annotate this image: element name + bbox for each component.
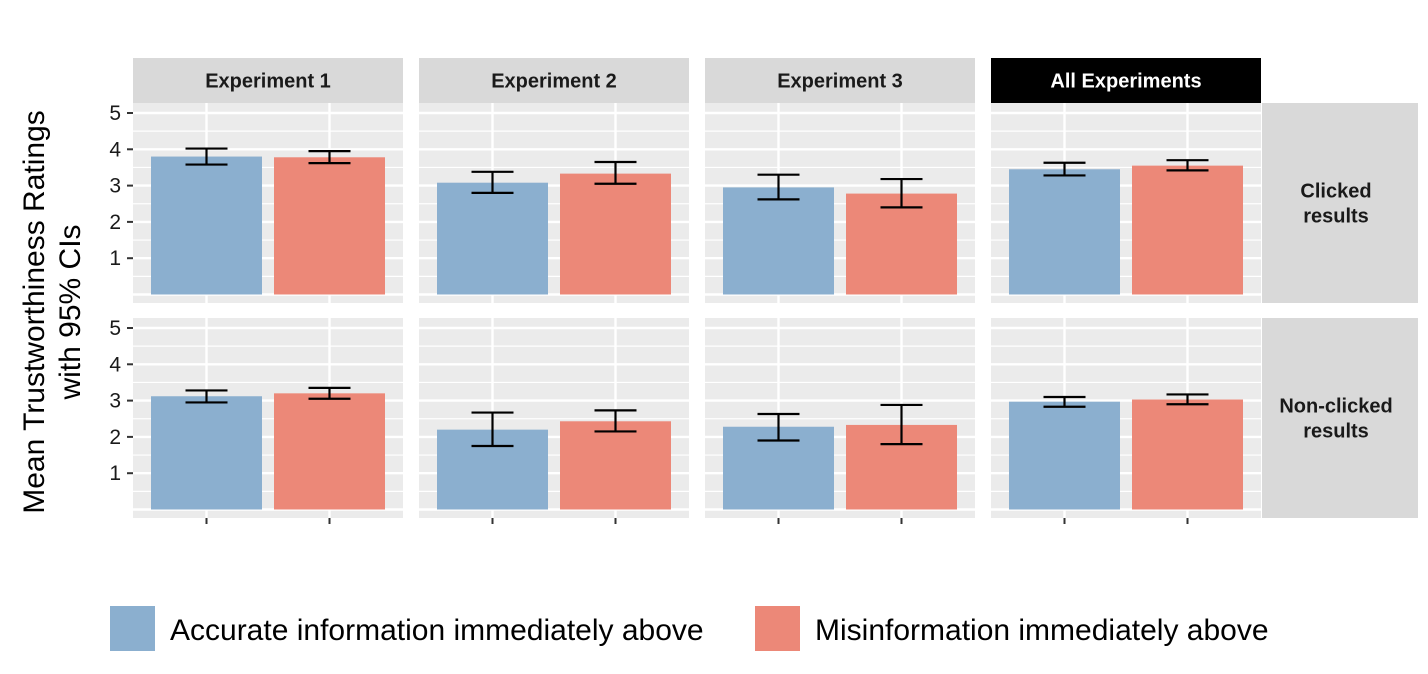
legend-label: Accurate information immediately above [170,614,704,647]
bar-misinformation [560,421,671,510]
bar-accurate [151,156,262,295]
row-strip-label: Clicked [1300,181,1371,203]
row-strip-2 [1262,318,1418,518]
y-axis-title: with 95% CIs [54,224,87,400]
y-axis-title: Mean Trustworthiness Ratings [18,110,51,514]
y-tick-label: 1 [109,462,121,485]
row-strip-label: results [1303,206,1369,228]
bar-accurate [151,396,262,510]
y-tick-label: 3 [109,175,121,198]
bar-misinformation [846,193,957,295]
bar-misinformation [560,173,671,295]
facet-strip-label: Experiment 1 [205,71,331,93]
facet-strip-4 [991,58,1261,103]
legend-label: Misinformation immediately above [815,614,1269,647]
facet-strip-2 [419,58,689,103]
row-strip-label: Non-clicked [1279,396,1392,418]
y-tick-label: 4 [109,353,121,376]
y-tick-label: 4 [109,138,121,161]
facet-strip-label: Experiment 3 [777,71,903,93]
bar-misinformation [274,157,385,295]
row-strip-label: results [1303,421,1369,443]
facet-strip-1 [133,58,403,103]
legend-swatch-misinformation [755,606,800,651]
row-strip-1 [1262,103,1418,303]
y-tick-label: 5 [109,317,121,340]
y-tick-label: 3 [109,390,121,413]
y-tick-label: 2 [109,211,121,234]
facet-strip-3 [705,58,975,103]
y-tick-label: 1 [109,247,121,270]
bar-accurate [723,187,834,295]
bar-misinformation [274,393,385,510]
y-tick-label: 2 [109,426,121,449]
bar-accurate [1009,401,1120,510]
bar-accurate [1009,169,1120,295]
bar-misinformation [1132,399,1243,510]
facet-strip-label: All Experiments [1050,71,1201,93]
facet-strip-label: Experiment 2 [491,71,617,93]
bar-misinformation [1132,165,1243,295]
y-tick-label: 5 [109,102,121,125]
legend-swatch-accurate [110,606,155,651]
bar-accurate [437,182,548,295]
